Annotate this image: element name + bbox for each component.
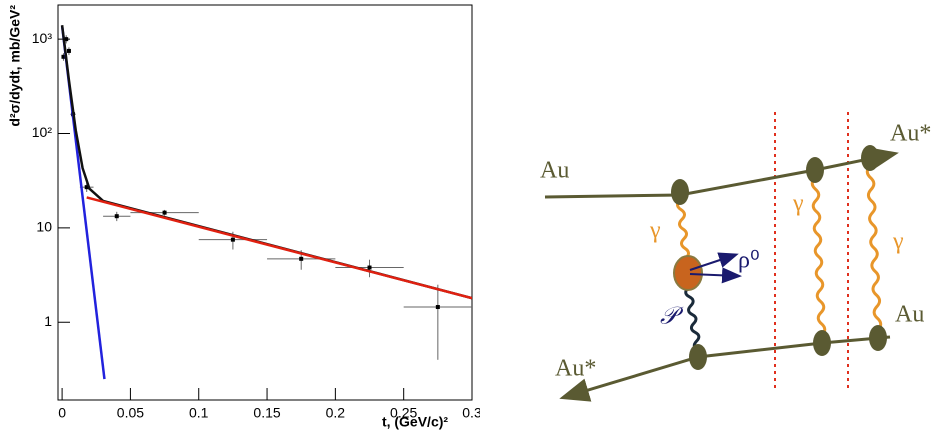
data-point [66, 48, 71, 53]
x-tick-label: 0.15 [253, 405, 280, 421]
label-gamma: γ [792, 191, 804, 217]
diagram: Au Au* Au Au* γ γ γ ρ⁰ 𝒫 [540, 112, 931, 402]
y-axis-label: d²σ/dydt, mb/GeV² [7, 5, 23, 127]
fit-line [60, 25, 472, 300]
x-tick-label: 0.1 [189, 405, 209, 421]
vertex [689, 344, 707, 370]
vertex [671, 179, 689, 205]
x-tick-label: 0.05 [117, 405, 144, 421]
data-point [84, 185, 89, 190]
x-tick-label: 0.3 [462, 405, 480, 421]
label-au: Au [895, 302, 924, 328]
plot-area [60, 25, 472, 380]
wavy-line [684, 286, 701, 352]
label-pomeron: 𝒫 [660, 304, 684, 330]
label-rho: ρ⁰ [738, 248, 760, 274]
vertex-blob [673, 255, 703, 291]
label-gamma: γ [649, 218, 661, 244]
label-au-star: Au* [890, 121, 931, 147]
data-point [299, 256, 304, 261]
vertex [861, 145, 879, 171]
nucleus-line [544, 147, 899, 199]
x-tick-label: 0 [58, 405, 66, 421]
vertex [813, 330, 831, 356]
data-point [162, 210, 167, 215]
vertex [869, 325, 887, 351]
arrow [689, 252, 739, 271]
data-point [367, 265, 372, 270]
label-au-star: Au* [555, 356, 596, 382]
wavy-line [676, 198, 690, 260]
data-point [61, 54, 66, 59]
vertex [806, 157, 824, 183]
wavy-line [810, 176, 827, 337]
y-tick-label: 10³ [32, 30, 53, 46]
label-gamma: γ [892, 229, 904, 255]
chart: t, (GeV/c)² d²σ/dydt, mb/GeV² 0 0.05 0.1 0.… [7, 4, 480, 430]
label-au: Au [540, 158, 569, 184]
data-point [230, 237, 235, 242]
x-tick-label: 0.2 [326, 405, 346, 421]
x-tick-label: 0.25 [390, 405, 417, 421]
data-point [435, 305, 440, 310]
x-axis-label: t, (GeV/c)² [382, 414, 448, 430]
arrow [689, 267, 742, 284]
data-point [114, 214, 119, 219]
plot-frame [57, 4, 473, 401]
y-tick-label: 10 [36, 219, 52, 235]
y-tick-label: 10² [32, 124, 53, 140]
y-tick-label: 1 [44, 313, 52, 329]
fit-line [86, 196, 472, 300]
wavy-line [865, 164, 883, 332]
nucleus-line [559, 335, 891, 402]
